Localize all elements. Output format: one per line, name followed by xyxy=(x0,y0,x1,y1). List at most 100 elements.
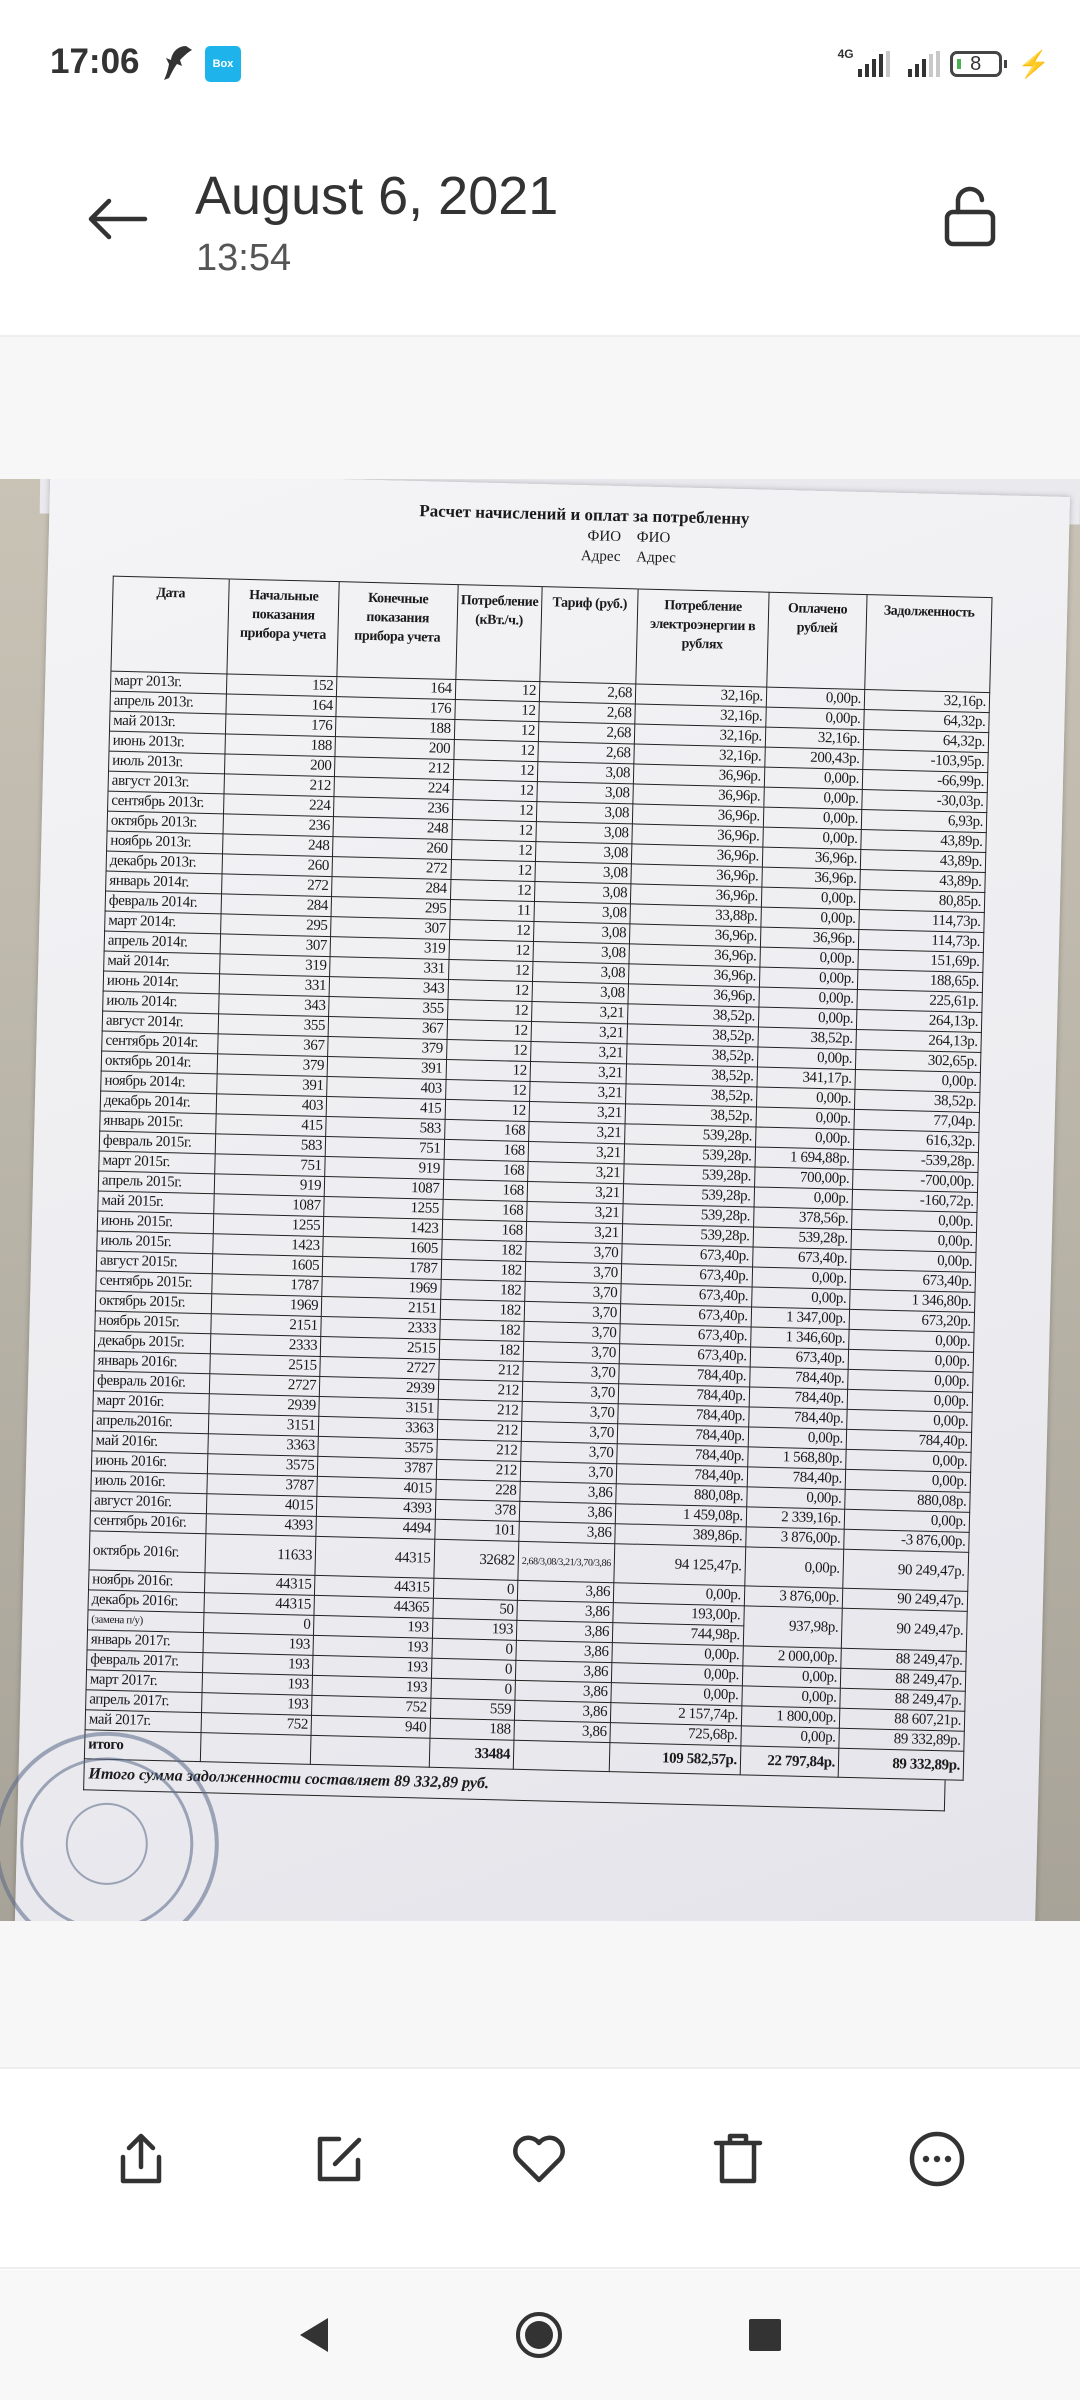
tariff-cell: 3,86 xyxy=(517,1580,614,1603)
start-reading-cell: 2939 xyxy=(208,1393,320,1417)
paid-cell: 32,16р. xyxy=(765,727,864,750)
share-button[interactable] xyxy=(106,2124,176,2194)
tariff-cell: 3,70 xyxy=(524,1281,622,1304)
date-cell: декабрь 2016г. xyxy=(88,1589,205,1613)
start-reading-cell: 1087 xyxy=(213,1193,325,1217)
start-reading-cell: 224 xyxy=(223,793,335,817)
start-reading-cell: 152 xyxy=(226,673,338,697)
home-circle-icon[interactable] xyxy=(514,2310,564,2360)
tariff-cell: 3,70 xyxy=(521,1421,618,1444)
date-cell: ноябрь 2015г. xyxy=(94,1310,212,1334)
start-reading-cell: 176 xyxy=(225,713,337,737)
toolbar-divider xyxy=(0,2067,1080,2069)
paid-cell: 784,40р. xyxy=(748,1406,848,1430)
consumption-kwh-cell: 12 xyxy=(453,719,539,742)
consumption-kwh-cell: 378 xyxy=(434,1499,520,1522)
consumption-kwh-cell: 12 xyxy=(454,699,540,722)
photo-viewer[interactable]: Расчет начислений и оплат за потребленну… xyxy=(0,337,1080,2067)
start-reading-cell: 248 xyxy=(222,833,334,857)
paid-cell: 0,00р. xyxy=(741,1685,841,1709)
favorite-button[interactable] xyxy=(504,2124,574,2194)
delete-button[interactable] xyxy=(703,2124,773,2194)
consumption-kwh-cell: 12 xyxy=(452,779,538,802)
recents-square-icon[interactable] xyxy=(740,2310,790,2360)
column-header: Конечные показания прибора учета xyxy=(337,581,458,680)
billing-table: Дата Начальные показания прибора учета Кон… xyxy=(84,576,993,1781)
column-header: Потребление электроэнергии в рублях xyxy=(635,588,769,688)
back-triangle-icon[interactable] xyxy=(290,2310,340,2360)
tariff-cell: 3,08 xyxy=(535,841,632,864)
date-cell: июнь 2015г. xyxy=(97,1210,214,1234)
tariff-cell: 3,21 xyxy=(531,1001,628,1024)
paid-cell: 2 339,16р. xyxy=(746,1506,845,1530)
tariff-cell: 2,68 xyxy=(538,701,636,724)
date-cell: декабрь 2013г. xyxy=(106,851,223,874)
date-cell: апрель 2015г. xyxy=(98,1170,215,1194)
date-cell: октябрь 2013г. xyxy=(107,811,224,834)
tariff-cell: 3,08 xyxy=(533,921,630,944)
date-cell: ноябрь 2013г. xyxy=(106,831,223,854)
tariff-cell: 2,68/3,08/3,21/3,70/3,86 xyxy=(517,1541,615,1583)
date-cell: март 2014г. xyxy=(104,911,221,934)
tariff-cell: 3,86 xyxy=(515,1660,612,1683)
cost-cell: 94 125,47р. xyxy=(613,1543,746,1586)
document-paper: Расчет начислений и оплат за потребленну… xyxy=(0,479,1070,1921)
stamp-seal xyxy=(0,1731,219,1921)
edit-button[interactable] xyxy=(305,2124,375,2194)
tariff-cell: 3,86 xyxy=(516,1600,614,1623)
unlock-icon[interactable] xyxy=(942,184,998,248)
start-reading-cell: 4393 xyxy=(205,1513,317,1537)
paid-cell: 0,00р. xyxy=(760,907,860,930)
start-reading-cell: 3363 xyxy=(207,1433,319,1457)
more-icon xyxy=(909,2131,965,2187)
start-reading-cell: 751 xyxy=(214,1153,326,1177)
paid-cell: 784,40р. xyxy=(749,1366,849,1390)
column-header: Начальные показания прибора учета xyxy=(226,578,340,677)
start-reading-cell: 44315 xyxy=(203,1592,315,1616)
start-reading-cell: 583 xyxy=(214,1133,326,1157)
consumption-kwh-cell: 12 xyxy=(445,1059,531,1082)
date-cell: май 2015г. xyxy=(97,1190,215,1214)
more-button[interactable] xyxy=(902,2124,972,2194)
tariff-cell: 3,21 xyxy=(527,1161,625,1184)
network-type: 4G xyxy=(837,47,854,61)
consumption-kwh-cell: 212 xyxy=(437,1399,523,1422)
end-reading-cell: 44315 xyxy=(315,1536,435,1579)
tariff-cell: 2,68 xyxy=(539,681,636,704)
consumption-kwh-cell: 168 xyxy=(444,1119,530,1142)
tariff-cell: 3,21 xyxy=(527,1181,624,1204)
tariff-cell: 3,86 xyxy=(513,1720,611,1743)
start-reading-cell: 3575 xyxy=(207,1453,319,1477)
paid-cell: 0,00р. xyxy=(759,967,858,990)
consumption-kwh-cell: 168 xyxy=(442,1199,528,1222)
tariff-cell: 3,70 xyxy=(525,1241,623,1264)
paid-cell: 0,00р. xyxy=(761,887,860,910)
consumption-kwh-cell: 12 xyxy=(449,919,534,942)
consumption-kwh-cell: 168 xyxy=(443,1159,529,1182)
consumption-kwh-cell: 12 xyxy=(447,999,532,1022)
tariff-cell: 3,21 xyxy=(528,1141,625,1164)
start-reading-cell: 3787 xyxy=(206,1473,318,1497)
consumption-kwh-cell: 12 xyxy=(446,1019,532,1042)
tariff-cell: 3,08 xyxy=(534,861,632,884)
date-cell: февраль 2014г. xyxy=(105,891,222,914)
date-cell: июль 2013г. xyxy=(108,751,225,774)
tariff-cell: 3,70 xyxy=(520,1441,618,1464)
tariff-cell: 3,21 xyxy=(530,1021,628,1044)
arrow-left-icon[interactable] xyxy=(85,195,149,243)
start-reading-cell: 379 xyxy=(216,1053,328,1077)
start-reading-cell: 212 xyxy=(223,773,335,797)
consumption-kwh-cell: 212 xyxy=(438,1359,524,1382)
paid-cell: 0,00р. xyxy=(759,947,859,970)
start-reading-cell: 1423 xyxy=(212,1233,324,1257)
consumption-kwh-cell: 188 xyxy=(429,1718,515,1741)
consumption-kwh-cell: 12 xyxy=(447,979,533,1002)
paid-cell: 0,00р. xyxy=(758,1007,857,1030)
date-cell: сентябрь 2016г. xyxy=(89,1510,207,1534)
status-bar: 17:06 Box 4G 8 ⚡ xyxy=(0,0,1080,120)
paid-cell: 0,00р. xyxy=(756,1087,855,1110)
photo[interactable]: Расчет начислений и оплат за потребленну… xyxy=(0,479,1080,1921)
date-cell: сентябрь 2013г. xyxy=(107,791,224,814)
tariff-cell: 3,86 xyxy=(516,1620,613,1643)
paid-cell: 1 568,80р. xyxy=(747,1446,847,1470)
